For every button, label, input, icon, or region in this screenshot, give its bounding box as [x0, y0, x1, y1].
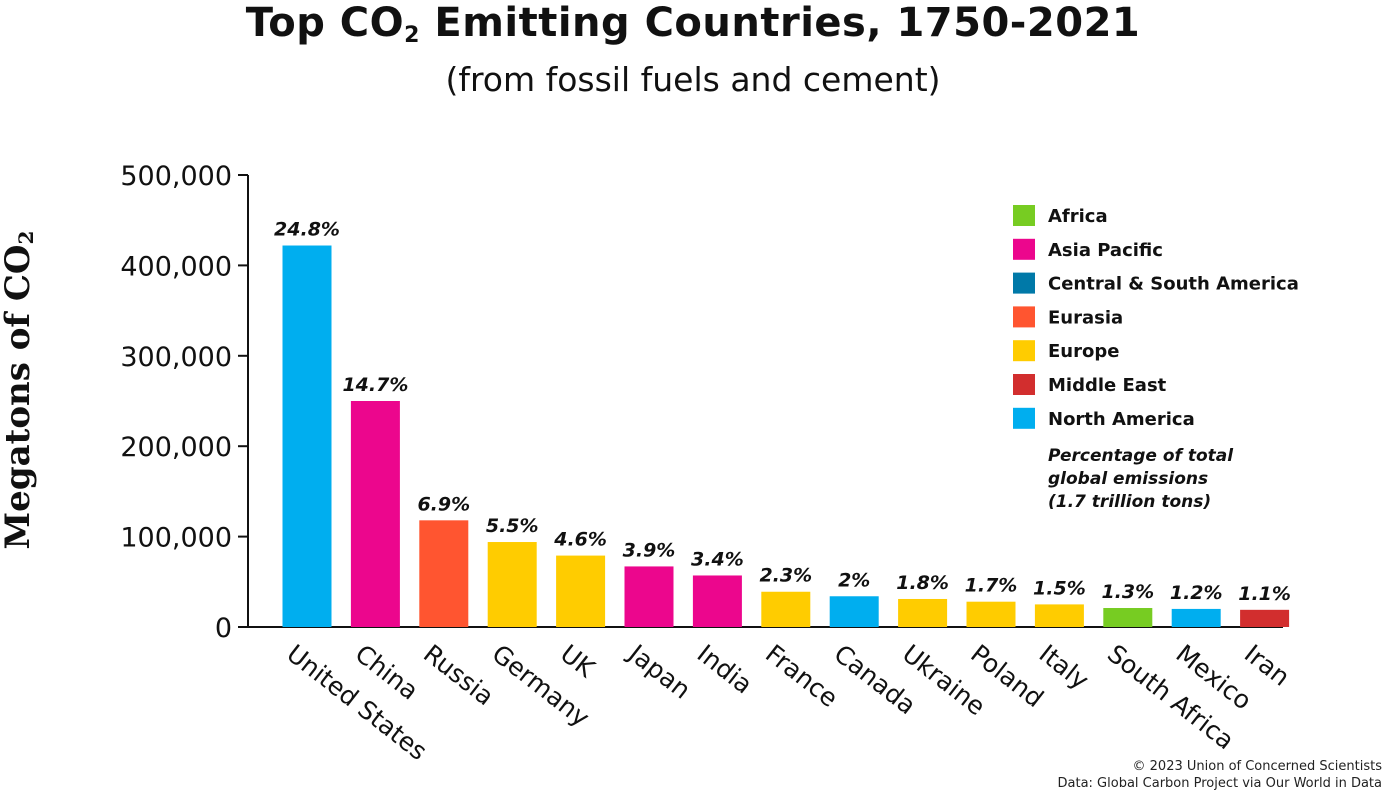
legend-swatch — [1013, 238, 1035, 260]
legend-swatch — [1013, 407, 1035, 429]
bar — [350, 401, 400, 627]
legend-swatch — [1013, 306, 1035, 328]
legend-note: (1.7 trillion tons) — [1048, 492, 1211, 512]
bar — [692, 575, 742, 627]
x-tick-label: UK — [555, 639, 601, 684]
bar-value-label: 1.1% — [1238, 583, 1291, 605]
footer-copyright: © 2023 Union of Concerned Scientists — [1132, 759, 1382, 774]
legend-label: Asia Pacific — [1048, 240, 1163, 261]
legend-swatch — [1013, 272, 1035, 294]
legend-swatch — [1013, 340, 1035, 362]
bar — [1171, 608, 1221, 627]
bar — [282, 245, 332, 627]
y-tick-label: 300,000 — [120, 342, 232, 373]
y-tick-label: 400,000 — [120, 251, 232, 282]
legend-label: Middle East — [1048, 375, 1167, 396]
legend-label: North America — [1048, 409, 1195, 430]
chart-subtitle: (from fossil fuels and cement) — [445, 60, 941, 99]
x-tick-label: Russia — [418, 639, 499, 711]
bar — [829, 596, 879, 627]
bar — [1103, 608, 1153, 627]
bar-value-label: 3.9% — [623, 539, 676, 561]
bar — [419, 520, 469, 627]
y-tick-label: 500,000 — [120, 161, 232, 192]
footer-credits: © 2023 Union of Concerned Scientists Dat… — [1058, 758, 1383, 792]
y-tick-label: 200,000 — [120, 432, 232, 463]
bar — [898, 598, 948, 627]
bar-value-label: 5.5% — [486, 515, 539, 537]
legend-label: Central & South America — [1048, 274, 1299, 295]
bar — [1240, 609, 1290, 627]
bar-value-label: 2.3% — [759, 565, 812, 587]
legend-label: Eurasia — [1048, 307, 1123, 328]
bar — [1034, 604, 1084, 627]
bar — [761, 591, 811, 627]
bar-value-label: 14.7% — [342, 374, 408, 396]
bar-value-label: 2% — [838, 569, 870, 591]
x-tick-label: Japan — [622, 638, 696, 705]
bar — [966, 601, 1016, 627]
x-tick-label: India — [692, 639, 758, 700]
x-tick-label: France — [760, 639, 843, 713]
legend-label: Europe — [1048, 341, 1119, 362]
bar — [556, 555, 606, 627]
bar — [624, 566, 674, 627]
bar-value-label: 4.6% — [553, 529, 607, 551]
bar-value-label: 6.9% — [417, 493, 470, 515]
legend-note: global emissions — [1048, 469, 1208, 489]
bar-value-label: 1.2% — [1170, 582, 1223, 604]
bar — [487, 542, 537, 627]
bar-value-label: 1.8% — [896, 572, 949, 594]
y-tick-label: 100,000 — [120, 523, 232, 554]
bar-value-label: 1.3% — [1101, 581, 1154, 603]
bar-value-label: 1.5% — [1033, 577, 1086, 599]
bar-value-label: 3.4% — [691, 548, 744, 570]
footer-source: Data: Global Carbon Project via Our Worl… — [1057, 776, 1383, 791]
bar-value-label: 1.7% — [965, 575, 1018, 597]
y-tick-label: 0 — [215, 613, 232, 644]
legend-swatch — [1013, 374, 1035, 395]
bar-value-label: 24.8% — [274, 219, 340, 241]
chart-title: Top CO2 Emitting Countries, 1750-2021 — [245, 0, 1141, 48]
legend-note: Percentage of total — [1048, 446, 1234, 466]
legend-label: Africa — [1048, 206, 1108, 227]
legend-swatch — [1013, 205, 1035, 226]
